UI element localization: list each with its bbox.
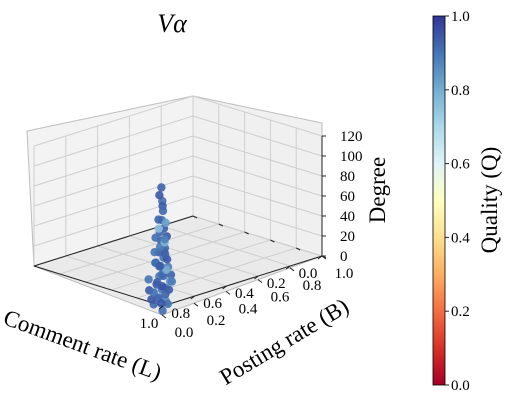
grid-line xyxy=(111,239,271,291)
y-tick-mark xyxy=(295,247,301,251)
x-tick-label: 0.0 xyxy=(299,266,318,282)
data-points xyxy=(144,183,177,315)
grid-line xyxy=(161,225,291,267)
colorbar xyxy=(432,15,446,386)
y-tick-mark xyxy=(161,314,167,319)
y-tick-mark xyxy=(193,302,199,307)
y-tick-label: 0.8 xyxy=(303,278,322,294)
data-point xyxy=(147,295,156,304)
grid-line xyxy=(33,95,194,147)
data-point xyxy=(150,248,159,257)
y-tick-label: 0.0 xyxy=(175,325,194,341)
x-tick-label: 1.0 xyxy=(140,316,159,332)
data-point xyxy=(161,218,170,227)
colorbar-tick-label: 0.6 xyxy=(451,157,470,173)
grid-line xyxy=(192,215,323,257)
z-tick-label: 60 xyxy=(340,189,355,205)
data-point xyxy=(144,275,153,284)
x-tick-label: 0.2 xyxy=(267,276,286,292)
y-axis-line xyxy=(162,255,323,307)
z-axis-label: Degree xyxy=(365,157,390,223)
colorbar-tick-label: 0.4 xyxy=(451,230,470,246)
data-point xyxy=(154,224,163,233)
colorbar-tick-label: 1.0 xyxy=(451,9,470,25)
x-tick-mark xyxy=(190,295,196,300)
x-tick-mark xyxy=(158,305,164,310)
z-tick-label: 100 xyxy=(340,149,363,165)
x-tick-mark xyxy=(285,265,291,270)
colorbar-tick-label: 0.8 xyxy=(451,83,470,99)
y-tick-mark xyxy=(289,267,295,272)
z-tick-label: 80 xyxy=(340,169,355,185)
colorbar-tick-label: 0.2 xyxy=(451,304,470,320)
grid-line xyxy=(192,115,323,157)
y-tick-label: 0.4 xyxy=(239,301,258,317)
data-point xyxy=(167,277,177,286)
x-tick-mark xyxy=(317,255,323,260)
grid-line xyxy=(59,223,219,275)
grid-line xyxy=(192,195,323,237)
y-tick-mark xyxy=(218,223,224,227)
y-tick-mark xyxy=(270,239,275,243)
y-tick-mark xyxy=(225,290,231,295)
y-tick-label: 0.2 xyxy=(207,313,226,329)
x-tick-label: 0.4 xyxy=(235,286,254,302)
grid-line xyxy=(192,135,323,177)
data-point xyxy=(157,183,166,192)
colorbar-label: Quality (Q) xyxy=(477,147,502,254)
data-point xyxy=(158,206,168,216)
x-tick-mark xyxy=(222,285,227,290)
data-point xyxy=(161,289,170,299)
data-point xyxy=(160,235,170,244)
z-tick-label: 0 xyxy=(340,249,348,265)
data-point xyxy=(158,306,167,315)
grid-line xyxy=(33,195,194,247)
grid-line xyxy=(192,175,323,217)
y-axis-label: Posting rate (B) xyxy=(215,293,353,389)
data-point xyxy=(149,288,158,297)
x-tick-label: 0.8 xyxy=(171,306,190,322)
grid-line xyxy=(129,235,259,277)
data-point xyxy=(161,250,170,259)
data-point xyxy=(152,280,161,289)
y-tick-mark xyxy=(192,215,198,219)
grid-line xyxy=(192,95,323,137)
grid-line xyxy=(33,155,194,207)
y-tick-mark xyxy=(257,279,263,284)
grid-line xyxy=(33,115,194,167)
grid-line xyxy=(33,135,194,187)
data-point xyxy=(155,191,164,200)
x-tick-label: 0.6 xyxy=(203,296,222,312)
chart-title: Vα xyxy=(157,9,188,38)
data-point xyxy=(154,215,163,224)
z-tick-label: 40 xyxy=(340,209,355,225)
x-tick-mark xyxy=(254,275,259,280)
data-point xyxy=(163,299,172,309)
x-axis-line xyxy=(33,265,164,307)
grid-line xyxy=(33,175,194,227)
z-tick-label: 20 xyxy=(340,229,355,245)
y-tick-mark xyxy=(244,231,249,235)
tick-labels: 0.00.20.40.60.81.00.00.20.40.60.81.00204… xyxy=(140,129,363,341)
grid-line xyxy=(192,155,323,197)
data-point xyxy=(157,299,166,308)
y-tick-label: 1.0 xyxy=(335,266,354,282)
colorbar-ticks: 0.0 0.2 0.4 0.6 0.8 1.0 xyxy=(445,9,470,394)
data-point xyxy=(155,262,164,271)
grid-line xyxy=(65,255,195,297)
colorbar-tick-label: 0.0 xyxy=(451,378,470,394)
z-tick-label: 120 xyxy=(340,129,363,145)
y-tick-label: 0.6 xyxy=(271,290,290,306)
data-point xyxy=(151,233,160,242)
